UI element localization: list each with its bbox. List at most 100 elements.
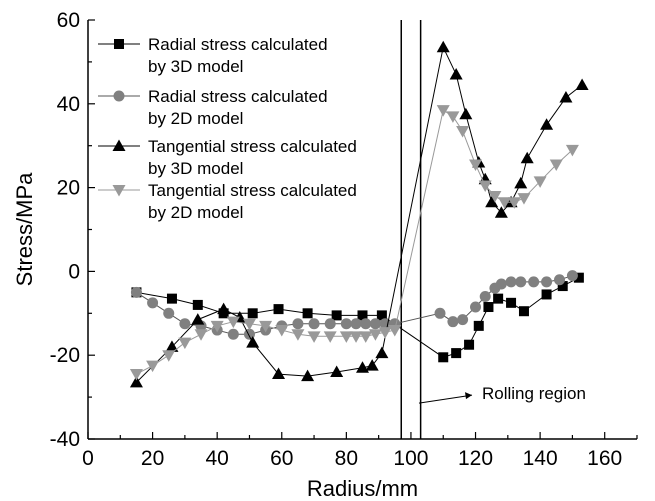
data-point-s1-14	[473, 320, 484, 331]
data-point-s1-9	[357, 310, 368, 321]
data-point-s4-30	[549, 159, 563, 172]
data-point-s1-13	[464, 339, 475, 350]
x-axis-title: Radius/mm	[307, 476, 418, 501]
y-tick-label: 40	[57, 93, 80, 116]
data-point-s3-25	[575, 78, 589, 90]
data-point-s1-11	[438, 352, 449, 363]
data-point-s3-2	[165, 340, 179, 352]
data-point-s4-26	[498, 197, 512, 209]
data-point-s3-8	[301, 369, 315, 382]
data-point-s3-24	[559, 91, 573, 103]
x-tick-label: 60	[270, 447, 293, 470]
rolling-region-arrow-line	[418, 394, 473, 404]
data-point-s3-19	[494, 206, 508, 218]
legend-entry-4: Tangential stress calculated by 2D model	[98, 181, 357, 222]
data-point-s2-1	[130, 286, 142, 298]
data-point-s1-10	[376, 310, 387, 321]
data-point-s4-7	[226, 316, 240, 329]
legend-label-4: Tangential stress calculated	[148, 181, 357, 200]
data-point-s1-20	[557, 281, 568, 292]
data-point-s2-17	[369, 318, 381, 330]
data-point-s2-20	[434, 307, 446, 319]
data-point-s3-1	[129, 375, 143, 388]
data-point-s4-16	[359, 331, 373, 343]
x-tick-label: 160	[587, 447, 622, 470]
data-point-s2-22	[457, 314, 469, 326]
legend-marker-3	[112, 139, 126, 151]
data-point-s4-19	[388, 325, 402, 337]
rolling-region-label: Rolling region	[482, 384, 586, 403]
data-point-s1-17	[506, 297, 517, 308]
axes	[87, 20, 637, 440]
data-point-s3-3	[191, 313, 205, 325]
x-tick-label: 120	[458, 447, 493, 470]
data-point-s4-13	[323, 331, 337, 343]
data-point-s2-3	[163, 307, 175, 319]
data-point-s2-26	[495, 278, 507, 290]
data-point-s4-3	[162, 350, 176, 362]
data-point-s1-2	[166, 293, 177, 304]
series-4	[129, 105, 579, 381]
data-point-s3-13	[436, 40, 450, 53]
y-tick-label: 20	[57, 177, 80, 200]
x-tick-label: 80	[335, 447, 358, 470]
data-point-s1-8	[331, 310, 342, 321]
legend-label-2: by 2D model	[148, 109, 243, 128]
data-point-s4-5	[194, 329, 208, 341]
data-point-s1-18	[518, 306, 529, 317]
data-point-s2-31	[553, 274, 565, 286]
data-point-s1-5	[247, 308, 258, 319]
data-point-s4-15	[349, 331, 363, 343]
data-point-s4-21	[446, 111, 460, 123]
y-tick-label: -20	[50, 344, 80, 367]
data-point-s2-7	[227, 328, 239, 340]
x-tick-label: 100	[393, 447, 428, 470]
rolling-region-lines	[400, 20, 422, 439]
data-point-s2-4	[179, 318, 191, 330]
data-point-s3-21	[514, 176, 528, 189]
data-point-s3-7	[272, 367, 286, 380]
data-point-s1-7	[302, 308, 313, 319]
data-point-s4-6	[210, 320, 224, 333]
legend-label-3: Tangential stress calculated	[148, 137, 357, 156]
data-point-s4-10	[275, 325, 289, 337]
legend-marker-1	[114, 39, 124, 49]
data-point-s3-6	[246, 336, 260, 348]
data-point-s4-31	[565, 144, 579, 157]
data-point-s4-28	[517, 193, 531, 205]
data-point-s3-14	[449, 67, 463, 80]
data-point-s2-2	[147, 297, 159, 309]
data-point-s4-1	[129, 369, 143, 381]
data-point-s3-10	[356, 361, 369, 373]
data-point-s1-15	[483, 302, 494, 313]
x-tick-label: 20	[141, 447, 164, 470]
data-point-s1-21	[573, 272, 584, 283]
y-tick-label: -40	[50, 428, 80, 451]
tick-labels: 0 20 40 60 80 100 120 140 160 -40 -20 0 20 40 60	[50, 9, 638, 470]
data-point-s1-3	[192, 299, 203, 310]
data-point-s4-12	[307, 331, 321, 343]
legend-entry-1: Radial stress calculated by 3D model	[98, 35, 328, 76]
data-point-s4-4	[178, 337, 192, 350]
series-3	[129, 40, 589, 388]
legend-entry-2: Radial stress calculated by 2D model	[98, 87, 328, 128]
annotation: Rolling region	[418, 384, 586, 404]
y-axis-title: Stress/MPa	[12, 172, 37, 286]
data-point-s2-11	[292, 318, 304, 330]
data-point-s1-12	[451, 348, 462, 359]
data-point-s3-15	[459, 107, 473, 120]
series-layer	[129, 40, 589, 388]
data-point-s2-23	[470, 301, 482, 313]
data-point-s4-11	[291, 329, 305, 341]
data-point-s4-23	[469, 159, 483, 172]
data-point-s2-24	[479, 291, 491, 303]
data-point-s4-27	[507, 197, 521, 209]
data-point-s2-13	[324, 318, 336, 330]
data-point-s4-17	[368, 329, 382, 341]
data-point-s2-28	[515, 276, 527, 288]
y-tick-label: 60	[57, 9, 80, 32]
data-point-s3-12	[375, 346, 389, 359]
data-point-s3-18	[485, 195, 499, 208]
